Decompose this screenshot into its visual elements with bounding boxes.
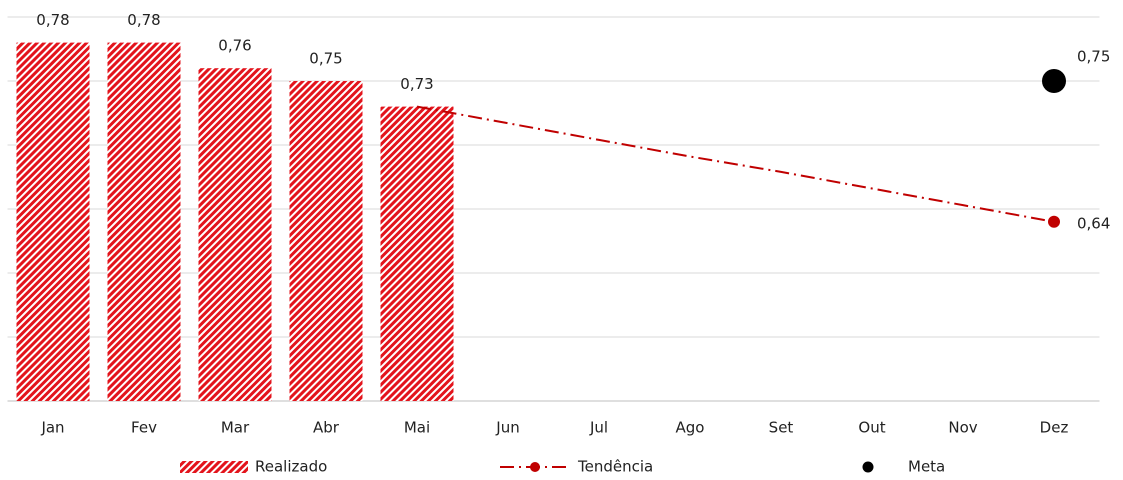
legend-label: Tendência: [577, 458, 653, 476]
data-label: 0,75: [1077, 48, 1110, 66]
data-label: 0,78: [127, 11, 160, 29]
data-label: 0,73: [400, 75, 433, 93]
bar: [107, 42, 181, 401]
legend-label: Realizado: [255, 458, 327, 476]
x-tick-label: Ago: [676, 419, 705, 437]
data-label: 0,75: [309, 50, 342, 68]
data-label: 0,76: [218, 37, 251, 55]
bar: [198, 68, 272, 401]
legend-label: Meta: [908, 458, 945, 476]
x-tick-label: Out: [858, 419, 885, 437]
x-tick-label: Mar: [221, 419, 250, 437]
x-tick-label: Jun: [495, 419, 519, 437]
x-tick-label: Abr: [313, 419, 340, 437]
legend-swatch: [180, 461, 248, 473]
legend-swatch: [862, 461, 874, 473]
x-tick-label: Jul: [589, 419, 608, 437]
data-label: 0,64: [1077, 214, 1110, 232]
meta-point: [1042, 69, 1066, 93]
data-label: 0,78: [36, 11, 69, 29]
x-tick-label: Jan: [40, 419, 64, 437]
bar: [380, 106, 454, 401]
x-tick-label: Dez: [1040, 419, 1069, 437]
legend-swatch: [530, 462, 540, 472]
bar: [16, 42, 90, 401]
x-tick-label: Mai: [404, 419, 430, 437]
x-tick-label: Nov: [948, 419, 977, 437]
trend-line: [416, 105, 1055, 223]
x-tick-label: Fev: [131, 419, 157, 437]
x-tick-label: Set: [769, 419, 794, 437]
trend-point: [1048, 215, 1060, 228]
bar: [289, 81, 363, 401]
